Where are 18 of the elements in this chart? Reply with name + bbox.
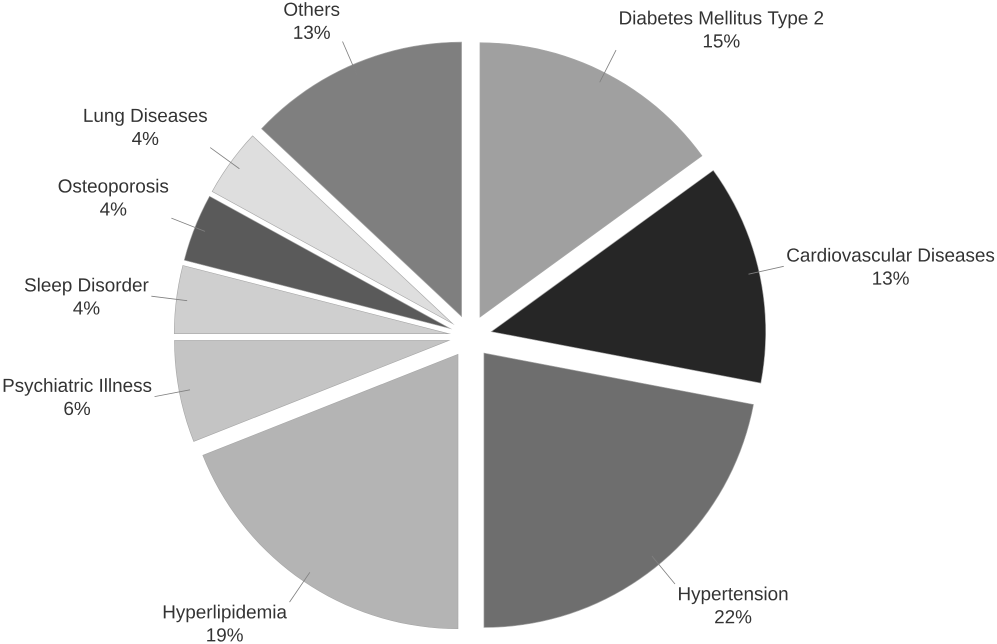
slice-label: Lung Diseases <box>84 108 207 126</box>
slice-label: Psychiatric Illness <box>4 378 152 396</box>
slice-label: Hypertension <box>679 586 788 604</box>
data-label: 4% <box>73 302 100 315</box>
slice-label: Cardiovascular Diseases <box>787 248 994 262</box>
data-label: 6% <box>64 402 90 416</box>
slice-label: Osteoporosis <box>58 178 168 197</box>
slice-label: Diabetes Mellitus Type 2 <box>620 10 824 28</box>
data-label: 13% <box>873 272 909 285</box>
slice-label: Hyperlipidemia <box>164 604 287 622</box>
data-label: 15% <box>704 34 740 48</box>
slice-label: Sleep Disorder <box>24 278 148 296</box>
data-label: 13% <box>294 26 330 40</box>
slice-label: Others <box>284 2 340 16</box>
data-label: 4% <box>132 132 158 146</box>
data-label: 19% <box>207 628 243 642</box>
data-label: 4% <box>100 202 126 216</box>
data-label: 22% <box>715 610 752 624</box>
